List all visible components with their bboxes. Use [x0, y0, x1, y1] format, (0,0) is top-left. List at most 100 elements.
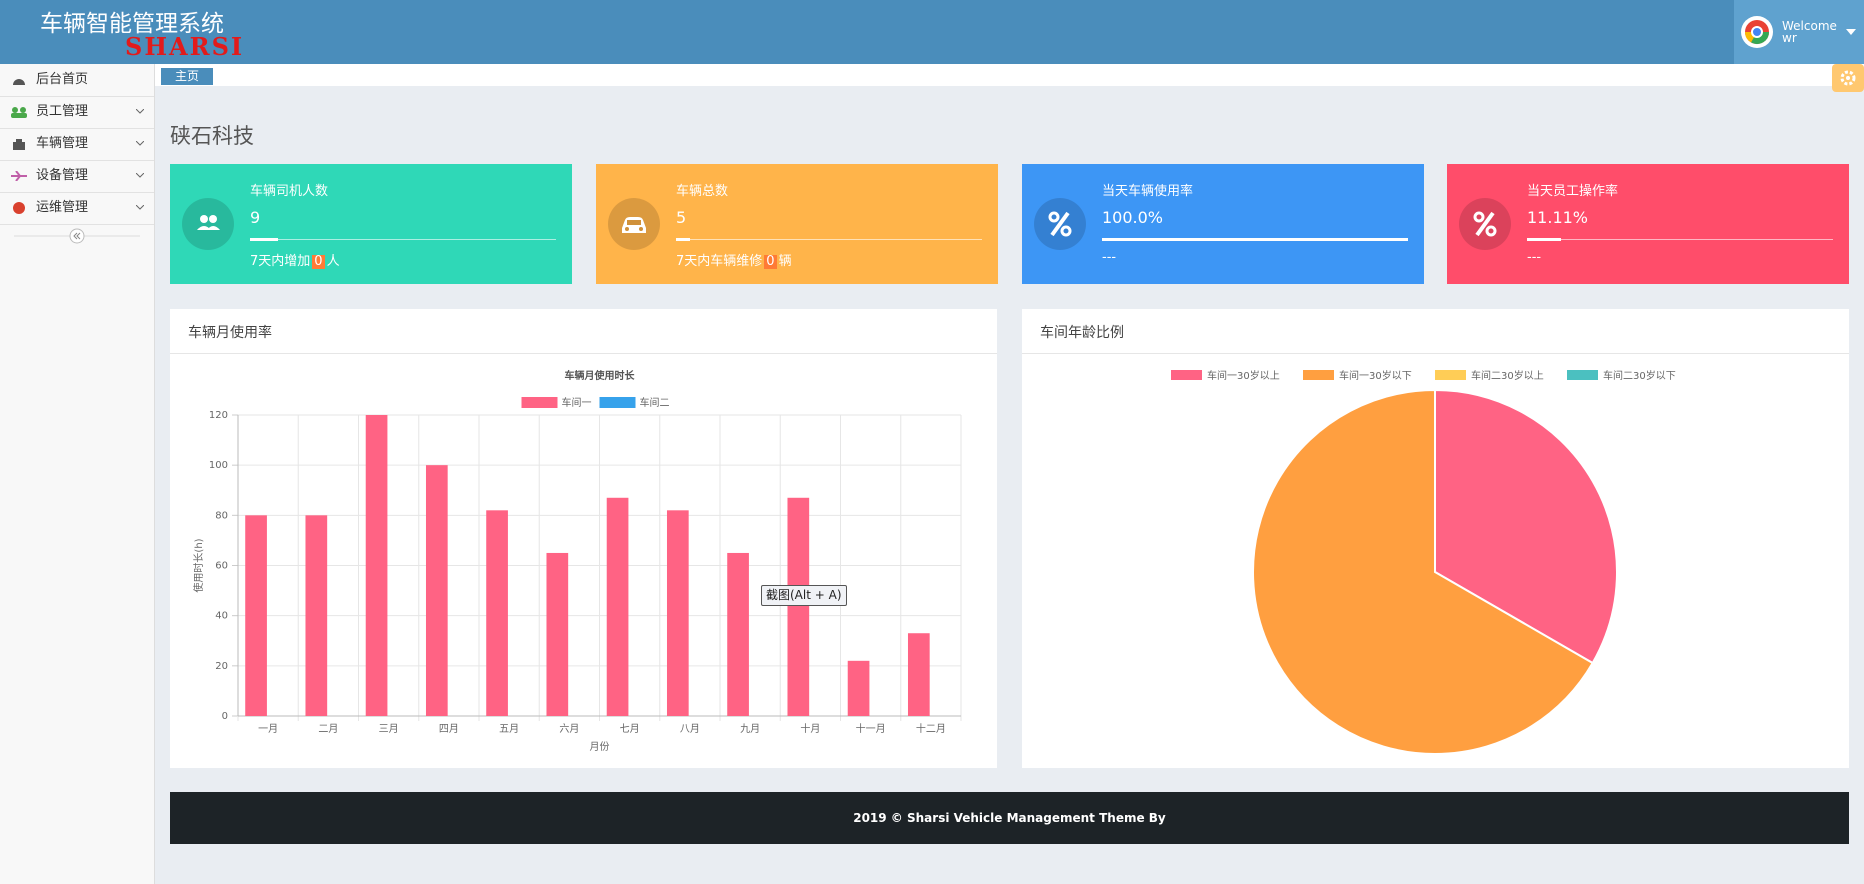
stat-card: 当天员工操作率 11.11% --- — [1447, 164, 1849, 284]
pie-slice — [1434, 388, 1618, 665]
menu-label: 运维管理 — [36, 200, 89, 215]
x-tick-label: 六月 — [559, 723, 579, 735]
panel-title: 车辆月使用率 — [188, 325, 272, 341]
legend-swatch — [1171, 370, 1202, 380]
card-footer: --- — [1527, 250, 1541, 265]
panel-title: 车间年龄比例 — [1040, 325, 1124, 341]
y-tick-label: 60 — [215, 561, 228, 572]
chevron — [136, 173, 144, 178]
footer-count: 0 — [312, 254, 325, 269]
header: 车辆智能管理系统 SHARSI Welcome wr — [0, 0, 1864, 64]
legend-label: 车间一30岁以下 — [1339, 369, 1412, 382]
chart-title: 车辆月使用时长 — [565, 369, 636, 382]
user-menu[interactable]: Welcome wr — [1734, 0, 1864, 64]
card-progress — [1102, 238, 1408, 241]
menu-label: 员工管理 — [36, 104, 89, 119]
chevron — [136, 141, 144, 146]
breadcrumb-bar — [155, 64, 1864, 86]
legend-label: 车间一30岁以上 — [1207, 369, 1280, 382]
card-footer: 7天内车辆维修 0 辆 — [676, 250, 792, 269]
footer-text: --- — [1102, 250, 1117, 265]
bar — [486, 510, 508, 716]
avatar — [1741, 16, 1773, 48]
x-tick-label: 四月 — [439, 723, 459, 735]
x-axis-title: 月份 — [590, 741, 610, 753]
menu-item[interactable]: 运维管理 — [0, 192, 154, 225]
bar — [727, 552, 749, 716]
menu-label: 设备管理 — [36, 168, 89, 183]
y-tick-label: 0 — [222, 711, 228, 722]
y-axis-title: 使用时长(h) — [192, 538, 205, 592]
breadcrumb-tab[interactable]: 主页 — [161, 68, 214, 85]
menu-item[interactable]: 设备管理 — [0, 160, 154, 193]
chevron — [136, 205, 144, 210]
menu-item[interactable]: 员工管理 — [0, 96, 154, 129]
x-tick-label: 二月 — [318, 723, 338, 735]
bar — [305, 515, 328, 716]
y-tick-label: 40 — [215, 611, 228, 622]
menu-item[interactable]: 车辆管理 — [0, 128, 154, 161]
footer-unit: 人 — [326, 254, 340, 269]
x-tick-label: 十二月 — [916, 722, 946, 735]
pie-chart: 车间一30岁以上 车间一30岁以下 车间二30岁以上 车间二30岁以下 — [1171, 369, 1676, 755]
footer-text: 7天内增加 — [250, 254, 311, 269]
chart-panel: 车辆月使用时长 车间一 车间二 0 20 40 60 80 100 120 一月 二月 三月 四月 五月 六月… — [170, 309, 997, 768]
card-progress — [676, 238, 982, 241]
footer-unit: 辆 — [778, 254, 792, 269]
menu-icon — [11, 107, 27, 118]
x-tick-label: 七月 — [620, 723, 640, 735]
card-icon — [182, 198, 234, 250]
card-title: 车辆司机人数 — [250, 184, 329, 199]
bar — [425, 465, 448, 716]
bar — [847, 660, 870, 716]
card-value: 100.0% — [1102, 208, 1164, 227]
y-tick-label: 120 — [209, 410, 228, 421]
bar — [245, 515, 267, 716]
stat-card: 当天车辆使用率 100.0% --- — [1022, 164, 1424, 284]
bar — [546, 552, 569, 716]
footer-count: 0 — [764, 254, 777, 269]
legend-swatch — [521, 397, 558, 408]
collapse-button[interactable] — [14, 228, 140, 244]
x-tick-label: 八月 — [680, 723, 700, 735]
chart-panel: 车间一30岁以上 车间一30岁以下 车间二30岁以上 车间二30岁以下 车间年龄比例 — [1022, 309, 1849, 768]
bar — [907, 633, 930, 716]
card-value: 9 — [250, 208, 261, 227]
pie-slice — [1252, 388, 1594, 755]
footer: 2019 © Sharsi Vehicle Management Theme B… — [170, 792, 1849, 844]
x-tick-label: 五月 — [499, 723, 519, 735]
legend-swatch — [1567, 370, 1598, 380]
user-greeting: Welcome — [1782, 19, 1837, 33]
card-footer: --- — [1102, 250, 1116, 265]
card-title: 当天车辆使用率 — [1102, 184, 1194, 199]
card-title: 当天员工操作率 — [1527, 184, 1619, 199]
menu-item[interactable]: 后台首页 — [0, 64, 154, 97]
caret — [1846, 29, 1856, 35]
legend-label: 车间一 — [562, 396, 592, 409]
legend-swatch — [1435, 370, 1466, 380]
x-tick-label: 十月 — [800, 722, 820, 735]
menu-icon — [13, 79, 25, 85]
card-value: 11.11% — [1527, 208, 1589, 227]
legend-label: 车间二30岁以下 — [1603, 369, 1676, 382]
panel-header: 车间年龄比例 — [1022, 309, 1849, 354]
app-title: 车辆智能管理系统 — [40, 11, 224, 37]
card-progress — [250, 238, 556, 241]
x-tick-label: 十一月 — [856, 722, 886, 735]
bar — [787, 497, 810, 716]
panel-header: 车辆月使用率 — [170, 309, 997, 354]
y-tick-label: 20 — [215, 661, 228, 672]
menu-icon — [13, 139, 25, 150]
sidebar: 后台首页 员工管理 车辆管理 设备管理 运维管理 — [0, 64, 155, 884]
settings-button[interactable] — [1832, 64, 1864, 92]
card-value: 5 — [676, 208, 687, 227]
bar — [666, 510, 689, 716]
bar — [606, 497, 629, 716]
menu-label: 车辆管理 — [36, 136, 89, 151]
card-footer: 7天内增加 0 人 — [250, 250, 340, 269]
menu-icon — [11, 171, 27, 181]
bar — [365, 415, 388, 716]
x-tick-label: 九月 — [740, 723, 760, 735]
tooltip: 截图(Alt + A) — [761, 585, 847, 606]
